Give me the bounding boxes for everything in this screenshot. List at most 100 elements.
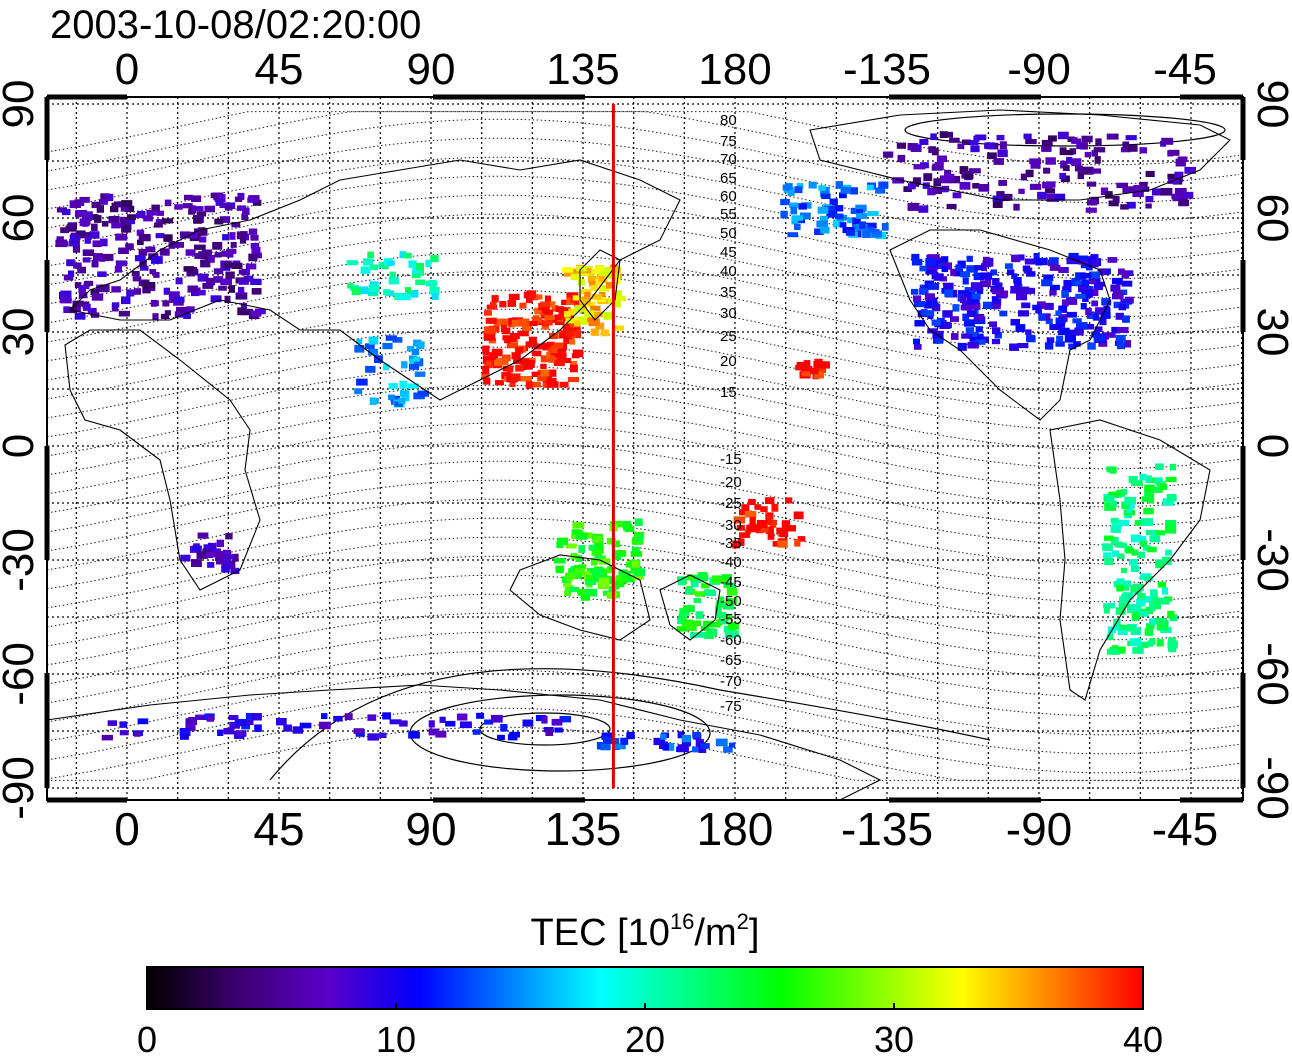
tec-cell (383, 289, 391, 295)
tec-cell (695, 611, 704, 619)
tec-cell (1048, 135, 1057, 142)
tec-cell (476, 712, 485, 719)
tec-cell (1024, 287, 1036, 294)
tec-cell (99, 284, 110, 293)
contour-label: 65 (720, 170, 737, 187)
tec-cell (1120, 298, 1133, 305)
tec-cell (1166, 494, 1177, 502)
tec-observations (55, 131, 1196, 753)
tec-cell (992, 303, 1001, 310)
tec-cell (681, 734, 692, 743)
tec-cell (892, 177, 905, 184)
tec-cell (681, 739, 691, 747)
tec-cell (185, 723, 196, 732)
tec-cell (82, 220, 89, 227)
tec-cell (1122, 584, 1130, 591)
tec-cell (570, 273, 582, 281)
tec-cell (952, 192, 962, 199)
tec-cell (677, 578, 686, 586)
tec-cell (726, 587, 738, 596)
tec-cell (510, 373, 521, 382)
tec-cell (789, 202, 799, 208)
tec-cell (1121, 567, 1128, 573)
tec-cell (56, 236, 64, 244)
tec-cell (534, 307, 541, 315)
tec-cell (191, 289, 200, 297)
tec-cell (548, 355, 555, 363)
tec-cell (228, 285, 235, 293)
contour-label: -55 (720, 611, 742, 628)
tec-cell (1055, 317, 1066, 324)
tec-cell (395, 292, 403, 301)
tec-cell (389, 271, 396, 278)
tec-cell (1175, 158, 1186, 167)
tec-cell (583, 310, 595, 318)
tec-cell (197, 273, 209, 282)
bottom-lon-tick-label: 135 (545, 803, 622, 855)
tec-cell (575, 532, 588, 540)
coastline-path (1049, 419, 1211, 701)
tec-cell (1110, 536, 1119, 545)
tec-cell (999, 310, 1008, 317)
tec-cell (368, 348, 379, 356)
tec-cell (535, 715, 547, 722)
tec-cell (1158, 597, 1170, 605)
tec-cell (1080, 262, 1092, 269)
tec-cell (1150, 529, 1158, 537)
contour-label: 45 (720, 244, 737, 261)
tec-cell (1018, 310, 1029, 317)
tec-cell (1111, 277, 1122, 284)
tec-cell (700, 743, 710, 749)
top-lon-tick-label: -45 (1153, 45, 1217, 94)
tec-cell (245, 263, 257, 270)
tec-cell (1184, 166, 1196, 174)
tec-cell (1154, 477, 1163, 485)
tec-cell (1061, 290, 1069, 298)
tec-cell (213, 268, 224, 275)
tec-cell (605, 282, 612, 289)
tec-cell (558, 311, 569, 320)
tec-cell (138, 249, 148, 256)
tec-cell (215, 194, 224, 201)
tec-cell (932, 186, 942, 194)
tec-cell (509, 380, 516, 388)
tec-cell (936, 155, 947, 162)
tec-cell (252, 199, 262, 206)
tec-cell (163, 234, 173, 242)
tec-cell (96, 205, 104, 213)
tec-cell (1043, 274, 1054, 281)
tec-cell (756, 520, 768, 528)
tec-cell (251, 247, 261, 255)
tec-cell (634, 518, 643, 526)
tec-cell (1165, 476, 1177, 483)
tec-cell (931, 303, 941, 312)
tec-cell (962, 277, 969, 285)
tec-cell (237, 205, 247, 211)
tec-cell (1037, 191, 1047, 200)
tec-cell (692, 746, 699, 753)
colorbar-tick-label: 30 (874, 1019, 914, 1057)
tec-cell (1082, 296, 1089, 302)
tec-cell (1151, 188, 1163, 196)
tec-cell (1139, 147, 1148, 154)
tec-cell (964, 173, 974, 179)
tec-cell (996, 134, 1005, 141)
tec-cell (1080, 142, 1088, 150)
tec-cell (794, 223, 801, 230)
tec-cell (614, 296, 627, 302)
tec-cell (723, 746, 733, 753)
tec-cell (782, 184, 790, 191)
tec-cell (626, 731, 635, 740)
tec-cell (1080, 303, 1087, 310)
tec-cell (798, 203, 807, 210)
tec-cell (1141, 496, 1152, 502)
tec-cell (961, 333, 973, 339)
tec-cell (224, 295, 231, 304)
tec-cell (680, 613, 687, 621)
tec-cell (700, 583, 710, 589)
tec-cell (411, 348, 420, 355)
tec-cell (1139, 473, 1147, 481)
tec-cell (369, 264, 379, 271)
tec-cell (971, 293, 981, 300)
